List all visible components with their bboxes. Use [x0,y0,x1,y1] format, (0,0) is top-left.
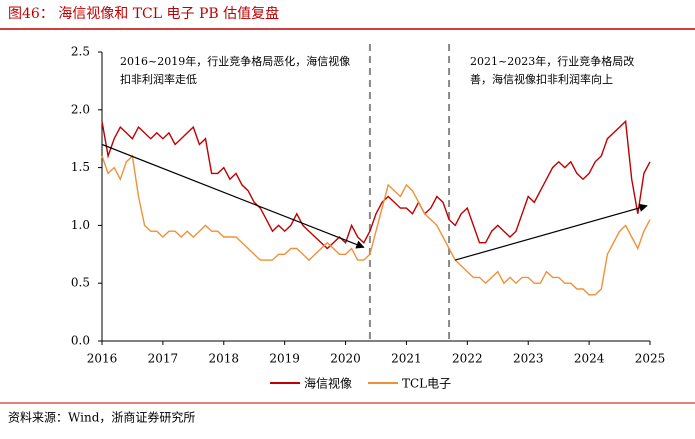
legend-label: TCL电子 [402,377,451,391]
chart-title: 图46： 海信视像和 TCL 电子 PB 估值复盘 [8,5,279,22]
x-tick-label: 2023 [513,352,544,366]
y-tick-label: 0.0 [71,334,90,348]
x-tick-label: 2025 [635,352,666,366]
y-tick-label: 0.5 [71,276,90,290]
x-tick-label: 2018 [209,352,240,366]
series-line [101,154,651,296]
annotation: 2016~2019年，行业竞争格局恶化，海信视像 [120,54,350,68]
x-tick-label: 2021 [391,352,422,366]
arrow [454,203,648,261]
x-tick-label: 2017 [148,352,179,366]
x-tick-label: 2020 [330,352,361,366]
source: 资料来源：Wind，浙商证券研究所 [8,410,195,425]
series-line [101,119,651,250]
arrow [101,143,365,249]
annotation: 善，海信视像扣非利润率向上 [470,72,613,86]
legend-label: 海信视像 [304,376,352,391]
y-tick-label: 1.5 [71,160,90,174]
annotation: 扣非利润率走低 [120,72,197,86]
x-tick-label: 2019 [269,352,300,366]
x-tick-label: 2024 [574,352,605,366]
y-tick-label: 2.5 [71,45,90,59]
y-tick-label: 1.0 [71,218,90,232]
annotation: 2021~2023年，行业竞争格局改 [470,54,634,68]
x-tick-label: 2022 [452,352,483,366]
y-tick-label: 2.0 [71,102,90,116]
x-tick-label: 2016 [87,352,118,366]
